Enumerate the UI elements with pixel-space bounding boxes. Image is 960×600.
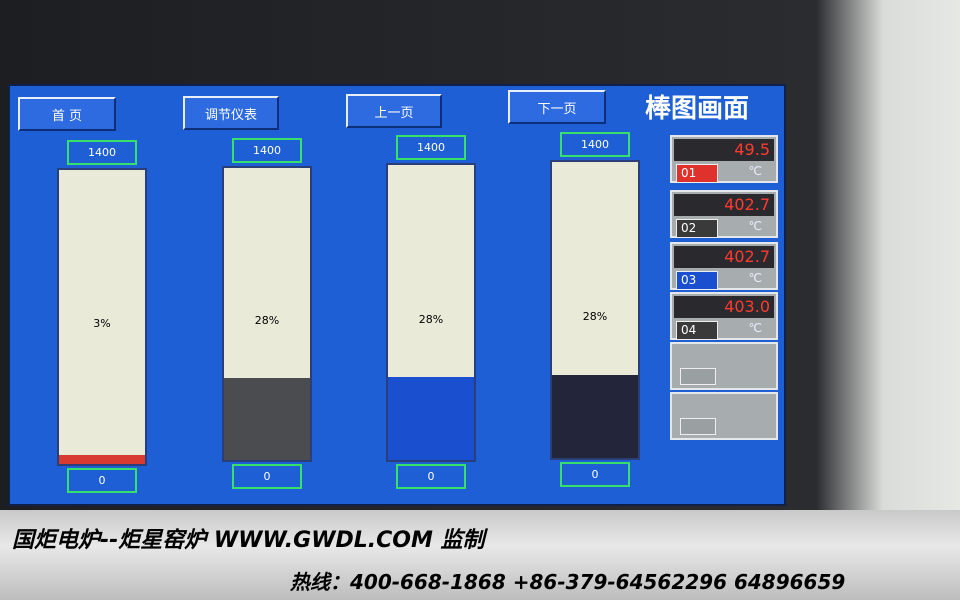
readout-value: 403.0 [674, 296, 774, 318]
unit-label: ℃ [748, 321, 762, 335]
readout-panel: 402.7 03 ℃ [670, 242, 778, 290]
bar-track: 28% [386, 163, 476, 462]
nav-button[interactable]: 下一页 [508, 90, 606, 124]
nav-button[interactable]: 首 页 [18, 97, 116, 131]
channel-label: 02 [676, 219, 718, 238]
bar-track: 28% [222, 166, 312, 462]
screen-title: 棒图画面 [645, 94, 750, 124]
blank-panel [670, 342, 778, 390]
footer-line: 热线：400-668-1868 +86-379-64562296 6489665… [290, 570, 846, 594]
footer-banner: 国炬电炉--炬星窑炉 WWW.GWDL.COM 监制 热线：400-668-18… [0, 510, 960, 600]
min-label: 0 [396, 464, 466, 489]
nav-button[interactable]: 调节仪表 [183, 96, 279, 130]
bar-track: 3% [57, 168, 147, 466]
bar-fill [59, 455, 145, 464]
nav-button[interactable]: 上一页 [346, 94, 442, 128]
max-label: 1400 [396, 135, 466, 160]
bar-track: 28% [550, 160, 640, 460]
blank-indicator [680, 418, 716, 435]
percent-label: 28% [582, 310, 608, 323]
readout-value: 402.7 [674, 194, 774, 216]
readout-value: 49.5 [674, 139, 774, 161]
percent-label: 3% [93, 317, 111, 330]
bar-fill [552, 375, 638, 458]
min-label: 0 [67, 468, 137, 493]
readout-panel: 402.7 02 ℃ [670, 190, 778, 238]
unit-label: ℃ [748, 219, 762, 233]
unit-label: ℃ [748, 271, 762, 285]
blank-panel [670, 392, 778, 440]
bar-fill [388, 377, 474, 460]
percent-label: 28% [254, 314, 280, 327]
readout-panel: 403.0 04 ℃ [670, 292, 778, 340]
footer-line: 国炬电炉--炬星窑炉 WWW.GWDL.COM 监制 [12, 528, 485, 553]
channel-label: 01 [676, 164, 718, 183]
unit-label: ℃ [748, 164, 762, 178]
channel-label: 04 [676, 321, 718, 340]
bar-fill [224, 378, 310, 460]
max-label: 1400 [67, 140, 137, 165]
readout-panel: 49.5 01 ℃ [670, 135, 778, 183]
max-label: 1400 [560, 132, 630, 157]
percent-label: 28% [418, 312, 444, 326]
min-label: 0 [232, 464, 302, 489]
max-label: 1400 [232, 138, 302, 163]
blank-indicator [680, 368, 716, 385]
channel-label: 03 [676, 271, 718, 290]
readout-value: 402.7 [674, 246, 774, 268]
min-label: 0 [560, 462, 630, 487]
